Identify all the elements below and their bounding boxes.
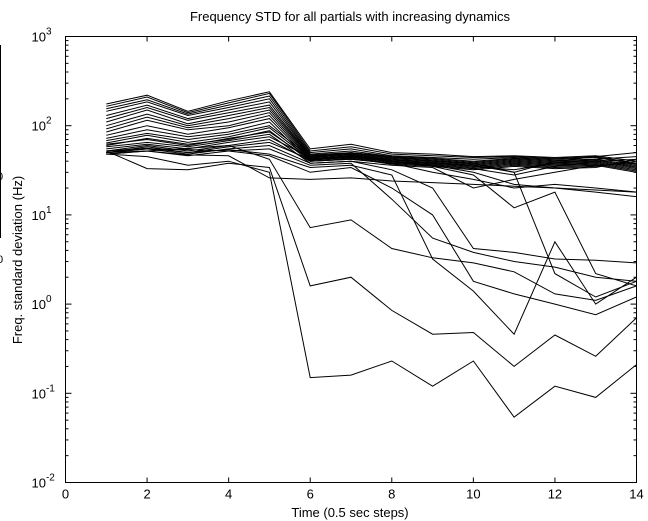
y-tick-label: 102 xyxy=(32,116,52,134)
y-tick-label: 100 xyxy=(32,294,52,312)
series-line xyxy=(106,92,637,164)
series-line xyxy=(106,148,637,316)
series-line xyxy=(106,125,637,173)
x-tick-label: 12 xyxy=(548,487,562,502)
series-line xyxy=(106,147,637,336)
x-axis-label: Time (0.5 sec steps) xyxy=(291,505,408,520)
series-line xyxy=(106,133,637,189)
series-line xyxy=(106,153,637,418)
chart-title: Frequency STD for all partials with incr… xyxy=(190,9,511,24)
y-tick-label: 10-1 xyxy=(32,383,56,401)
x-tick-label: 4 xyxy=(225,487,232,502)
x-tick-label: 8 xyxy=(388,487,395,502)
y-tick-label: 101 xyxy=(32,205,52,223)
plot-lines xyxy=(106,91,637,418)
x-axis: 0 2 4 6 8 10 12 14 xyxy=(62,36,644,502)
plot-frame xyxy=(65,36,637,483)
series-line xyxy=(106,118,637,170)
x-tick-label: 2 xyxy=(143,487,150,502)
series-line xyxy=(106,150,637,193)
series-line xyxy=(106,91,637,162)
y-tick-label: 10-2 xyxy=(32,473,56,491)
y-axis-label: Freq. standard deviation (Hz) xyxy=(10,176,25,344)
series-line xyxy=(106,98,637,166)
series-line xyxy=(106,144,637,301)
x-tick-label: 6 xyxy=(307,487,314,502)
series-line xyxy=(106,95,637,165)
stray-tick-label: 0 xyxy=(0,171,3,183)
series-line xyxy=(106,104,637,168)
x-tick-label: 0 xyxy=(62,487,69,502)
x-tick-label: 14 xyxy=(629,487,643,502)
series-line xyxy=(106,150,637,368)
stray-tick-label: 0 xyxy=(0,254,3,266)
y-axis: 10-2 10-1 100 101 102 103 xyxy=(32,27,637,491)
y-tick-label: 103 xyxy=(32,27,52,45)
x-tick-label: 10 xyxy=(466,487,480,502)
